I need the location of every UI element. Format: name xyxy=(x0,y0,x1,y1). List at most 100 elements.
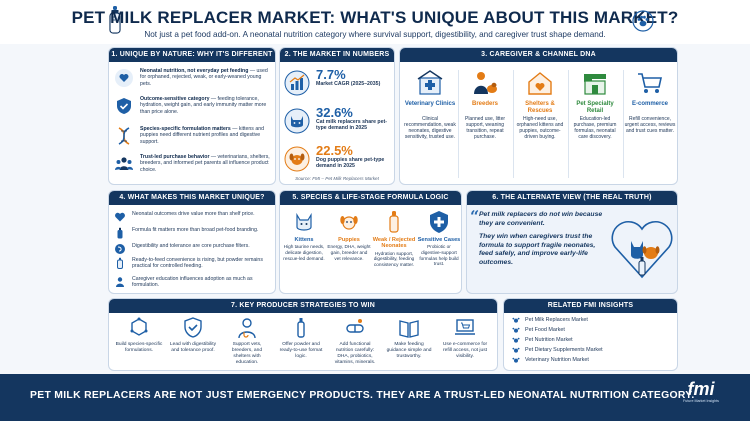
item-text: — veterinarians, shelters, breeders, and… xyxy=(140,154,270,173)
strategy-item: Make feeding guidance simple and trustwo… xyxy=(385,316,433,360)
heart-icon xyxy=(115,212,125,222)
stat-number: 7.7% xyxy=(316,67,346,82)
panel-title: 5. SPECIES & LIFE-STAGE FORMULA LOGIC xyxy=(280,191,461,205)
list-item: Caregiver education influences adoption … xyxy=(114,276,274,289)
stat-number: 22.5% xyxy=(316,143,353,158)
item-text: — kittens and puppies need different nut… xyxy=(140,126,264,145)
divider xyxy=(568,70,569,178)
paw-bullet-icon xyxy=(512,357,520,363)
molecule-icon xyxy=(130,317,148,336)
heart-pets-icon xyxy=(611,220,673,279)
formula-text: Hydration support, digestibility, feedin… xyxy=(373,250,415,267)
item-heading: Species-specific formulation matters xyxy=(140,126,231,132)
divider xyxy=(513,70,514,178)
list-item: Neonatal outcomes drive value more than … xyxy=(114,211,274,223)
guide-book-icon xyxy=(399,320,419,338)
channel-heading: Breeders xyxy=(471,101,498,107)
source-note: Source: FMI – Pet Milk Replacers Market xyxy=(295,176,379,181)
dna-icon xyxy=(118,127,130,145)
kitten-icon xyxy=(296,212,312,231)
item-heading: Outcome-sensitive category xyxy=(140,96,210,102)
related-link[interactable]: Pet Milk Replacers Market xyxy=(512,317,588,323)
stat-label: Market CAGR (2025–2035) xyxy=(316,81,381,87)
item-heading: Trust-led purchase behavior xyxy=(140,154,210,160)
panel-title: RELATED FMI INSIGHTS xyxy=(504,299,677,313)
formula-weak-neonates: Weak / Rejected Neonates Hydration suppo… xyxy=(372,209,416,268)
capsule-icon xyxy=(346,319,364,333)
channel-shelters: Shelters & Rescues High-need use, orphan… xyxy=(514,68,566,140)
related-link[interactable]: Pet Dietary Supplements Market xyxy=(512,347,603,353)
channel-text: Education-led purchase, premium formulas… xyxy=(573,116,617,140)
strategy-text: Support vets, breeders, and shelters wit… xyxy=(231,342,263,365)
formula-bottle-icon xyxy=(117,227,123,239)
strategy-text: Add functional nutrition carefully: DHA,… xyxy=(334,342,376,365)
related-link[interactable]: Pet Nutrition Market xyxy=(512,337,573,343)
list-item: Ready-to-feed convenience is rising, but… xyxy=(114,257,274,270)
panel-market-numbers: 2. THE MARKET IN NUMBERS (FMI) 7.7% Marke… xyxy=(279,47,395,185)
formula-kittens: Kittens High taurine needs, delicate dig… xyxy=(282,209,326,261)
paw-icon xyxy=(632,10,654,32)
panel-title: 7. KEY PRODUCER STRATEGIES TO WIN xyxy=(109,299,497,313)
related-link[interactable]: Veterinary Nutrition Market xyxy=(512,357,589,363)
item-text: Ready-to-feed convenience is rising, but… xyxy=(132,257,263,270)
stat-label: Dog puppies share pet-type demand in 202… xyxy=(316,157,385,170)
banner-text: PET MILK REPLACERS ARE NOT JUST EMERGENC… xyxy=(30,390,695,401)
cat-icon xyxy=(284,108,310,134)
strategy-item: Add functional nutrition carefully: DHA,… xyxy=(331,316,379,366)
panel-unique-by-nature: 1. UNIQUE BY NATURE: WHY IT'S DIFFERENT … xyxy=(108,47,276,185)
list-item: Outcome-sensitive category — feeding tol… xyxy=(114,96,274,116)
channel-breeders: Breeders Planned use, litter support, we… xyxy=(459,68,511,140)
growth-chart-icon xyxy=(284,70,310,96)
channel-veterinary: Veterinary Clinics Clinical recommendati… xyxy=(404,68,456,140)
strategy-item: Use e-commerce for refill access, not ju… xyxy=(441,316,489,360)
item-text: Caregiver education influences adoption … xyxy=(132,276,253,289)
stat-cat: 32.6% Cat milk replacers share pet-type d… xyxy=(284,106,392,140)
strategy-text: Use e-commerce for refill access, not ju… xyxy=(442,342,488,359)
panel-species-life-stage: 5. SPECIES & LIFE-STAGE FORMULA LOGIC Ki… xyxy=(279,190,462,294)
related-link-label: Pet Milk Replacers Market xyxy=(525,317,588,323)
channel-text: Clinical recommendation, weak neonates, … xyxy=(404,116,456,140)
item-heading: Neonatal nutrition, not everyday pet fee… xyxy=(140,68,249,74)
quote-mark-icon: “ xyxy=(470,207,480,226)
related-link-label: Pet Dietary Supplements Market xyxy=(525,347,603,353)
fmi-logo: fmi Future Market Insights xyxy=(676,379,726,415)
powder-bottle-icon xyxy=(297,318,305,338)
item-text: — feeding tolerance, hydration, weight g… xyxy=(140,96,267,115)
storefront-icon xyxy=(584,74,606,95)
strategy-item: Offer powder and ready-to-use format log… xyxy=(277,316,325,360)
panel-title: 4. WHAT MAKES THIS MARKET UNIQUE? xyxy=(109,191,275,205)
item-text: Formula fit matters more than broad pet-… xyxy=(132,227,259,233)
panel-title: 3. CAREGIVER & CHANNEL DNA xyxy=(400,48,677,62)
formula-text: High taurine needs, delicate digestion, … xyxy=(283,244,325,261)
veterinarian-icon xyxy=(238,318,256,339)
stat-number: 32.6% xyxy=(316,105,353,120)
channel-heading: E-commerce xyxy=(631,101,669,107)
laptop-cart-icon xyxy=(455,319,475,335)
strategy-text: Offer powder and ready-to-use format log… xyxy=(279,342,323,359)
quote-line-2: They win when caregivers trust the formu… xyxy=(479,233,596,266)
channel-text: Refill convenience, urgent access, revie… xyxy=(624,116,676,134)
formula-text: Energy, DHA, weight gain, breeder and ve… xyxy=(327,244,371,261)
baby-bottle-icon xyxy=(389,211,399,233)
list-item: Digestibility and tolerance are core pur… xyxy=(114,243,274,255)
formula-heading: Kittens xyxy=(294,237,314,243)
item-text: Neonatal outcomes drive value more than … xyxy=(132,211,255,217)
channel-text: High-need use, orphaned kittens and pupp… xyxy=(516,116,564,140)
shield-check-icon xyxy=(184,317,202,338)
related-link-label: Pet Nutrition Market xyxy=(525,337,573,343)
item-text: — used for orphaned, rejected, weak, or … xyxy=(140,68,268,87)
panel-producer-strategies: 7. KEY PRODUCER STRATEGIES TO WIN Build … xyxy=(108,298,498,371)
formula-heading: Sensitive Cases xyxy=(417,237,461,243)
baby-bottle-icon xyxy=(109,6,121,34)
paw-bullet-icon xyxy=(512,337,520,343)
channel-heading: Veterinary Clinics xyxy=(404,101,456,107)
page-subtitle: Not just a pet food add-on. A neonatal n… xyxy=(144,30,606,39)
formula-heading: Puppies xyxy=(338,237,360,243)
person-education-icon xyxy=(116,277,124,287)
strategy-item: Build species-specific formulations. xyxy=(115,316,163,354)
paw-bullet-icon xyxy=(512,347,520,353)
channel-ecommerce: E-commerce Refill convenience, urgent ac… xyxy=(624,68,676,134)
panel-alternate-view: 6. THE ALTERNATE VIEW (THE REAL TRUTH) “… xyxy=(466,190,678,294)
panel-title: 6. THE ALTERNATE VIEW (THE REAL TRUTH) xyxy=(467,191,677,205)
related-link[interactable]: Pet Food Market xyxy=(512,327,565,333)
